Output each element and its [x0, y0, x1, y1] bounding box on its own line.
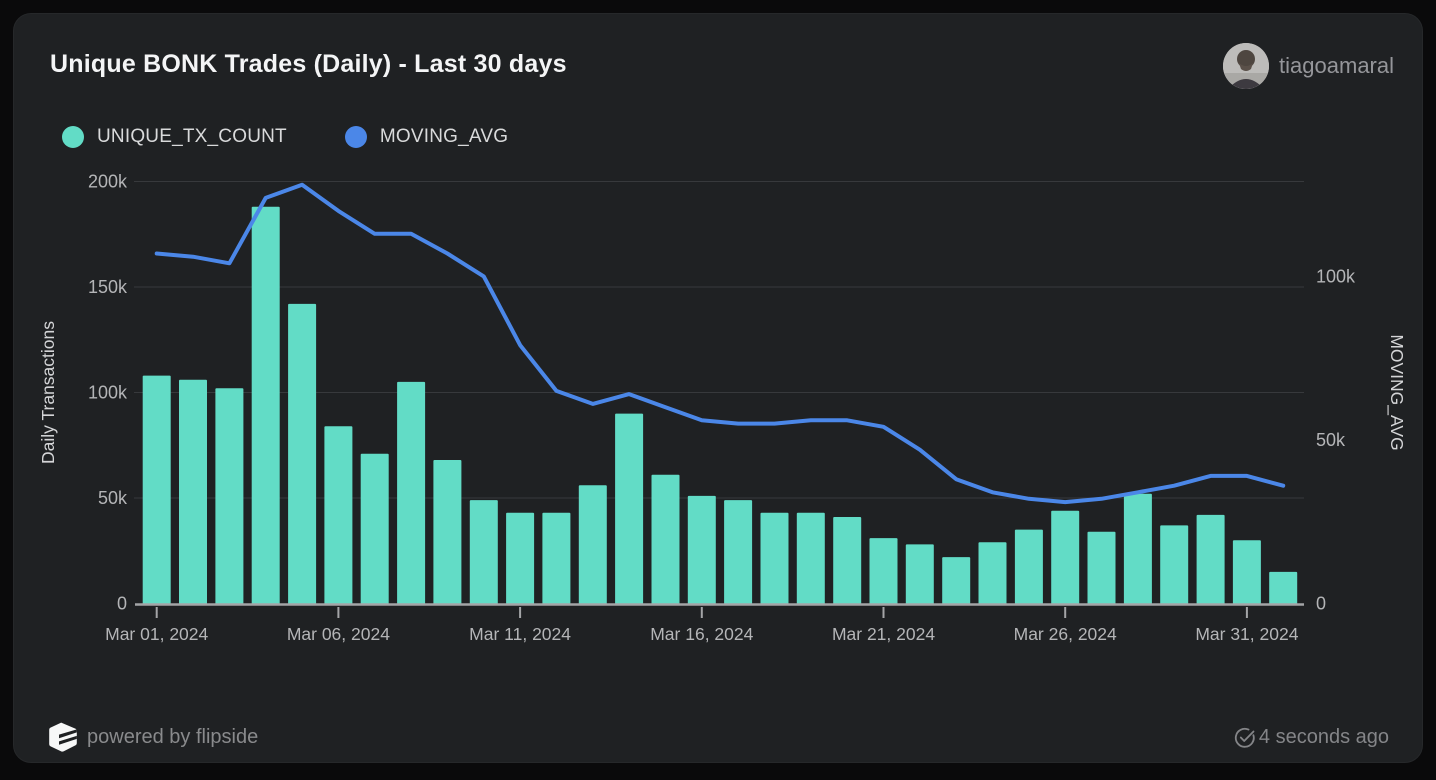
y-tick-label-left: 100k — [88, 383, 128, 403]
avatar-photo — [1223, 43, 1270, 89]
legend-label: UNIQUE_TX_COUNT — [97, 126, 287, 147]
legend-label: MOVING_AVG — [379, 126, 509, 147]
flipside-logo-icon — [49, 722, 77, 752]
bar[interactable] — [615, 413, 644, 605]
x-tick-label: Mar 11, 2024 — [469, 624, 571, 644]
y-tick-label-left: 200k — [88, 172, 128, 192]
x-tick-label: Mar 26, 2024 — [1014, 624, 1117, 644]
legend-dot-moving-avg — [344, 126, 367, 148]
moving-avg-line — [154, 182, 1286, 505]
bar[interactable] — [1087, 531, 1116, 605]
bar[interactable] — [1160, 525, 1189, 605]
bar[interactable] — [724, 500, 753, 605]
bar[interactable] — [1123, 493, 1152, 605]
x-tick-label: Mar 16, 2024 — [650, 624, 753, 644]
bar[interactable] — [869, 538, 898, 605]
bar[interactable] — [1196, 514, 1225, 605]
legend: UNIQUE_TX_COUNT MOVING_AVG — [62, 126, 508, 148]
bar[interactable] — [397, 381, 426, 605]
bar[interactable] — [288, 303, 317, 605]
legend-dot-unique-tx-count — [62, 126, 84, 148]
bar[interactable] — [978, 542, 1007, 605]
last-updated: 4 seconds ago — [1234, 726, 1389, 749]
bar[interactable] — [578, 485, 607, 605]
bar[interactable] — [905, 544, 934, 605]
powered-by[interactable]: powered by flipside — [49, 722, 258, 752]
avatar[interactable] — [1223, 43, 1270, 89]
bar[interactable] — [796, 512, 825, 605]
y-tick-label-left: 150k — [88, 277, 128, 297]
y-tick-label-right: 0 — [1316, 594, 1326, 614]
bar[interactable] — [324, 426, 353, 605]
last-updated-label: 4 seconds ago — [1258, 726, 1389, 748]
chart-card: Unique BONK Trades (Daily) - Last 30 day… — [13, 13, 1423, 763]
bar[interactable] — [542, 512, 571, 605]
x-tick-label: Mar 21, 2024 — [832, 624, 935, 644]
legend-item-moving-avg[interactable]: MOVING_AVG — [344, 126, 509, 148]
bar[interactable] — [687, 495, 716, 605]
y-tick-label-left: 0 — [117, 594, 127, 614]
check-circle-icon — [1234, 727, 1255, 748]
bar[interactable] — [651, 474, 680, 605]
y-tick-label-right: 50k — [1316, 430, 1346, 450]
bar[interactable] — [1269, 571, 1298, 605]
bar[interactable] — [469, 500, 498, 605]
bar[interactable] — [433, 460, 462, 605]
username[interactable]: tiagoamaral — [1279, 53, 1394, 78]
x-tick-label: Mar 31, 2024 — [1195, 624, 1298, 644]
bar[interactable] — [506, 512, 535, 605]
page-title: Unique BONK Trades (Daily) - Last 30 day… — [50, 50, 567, 78]
bar[interactable] — [360, 453, 389, 605]
bar[interactable] — [142, 375, 171, 605]
x-tick-label: Mar 01, 2024 — [105, 624, 208, 644]
y-tick-label-right: 100k — [1316, 266, 1356, 286]
bar[interactable] — [251, 206, 280, 605]
bar[interactable] — [215, 388, 244, 605]
bar[interactable] — [1051, 510, 1080, 605]
powered-by-label: powered by flipside — [87, 725, 259, 748]
bar[interactable] — [1232, 540, 1261, 605]
bar[interactable] — [179, 379, 207, 605]
y-tick-label-left: 50k — [98, 488, 128, 508]
bar[interactable] — [760, 512, 789, 605]
user-chip[interactable]: tiagoamaral — [1223, 43, 1394, 89]
x-tick-label: Mar 06, 2024 — [287, 624, 390, 644]
bar[interactable] — [833, 517, 862, 605]
right-axis-title: MOVING_AVG — [1386, 334, 1407, 450]
left-axis-title: Daily Transactions — [38, 321, 58, 464]
bar[interactable] — [942, 557, 971, 605]
legend-item-unique-tx-count[interactable]: UNIQUE_TX_COUNT — [62, 126, 287, 148]
bar[interactable] — [1014, 529, 1043, 605]
